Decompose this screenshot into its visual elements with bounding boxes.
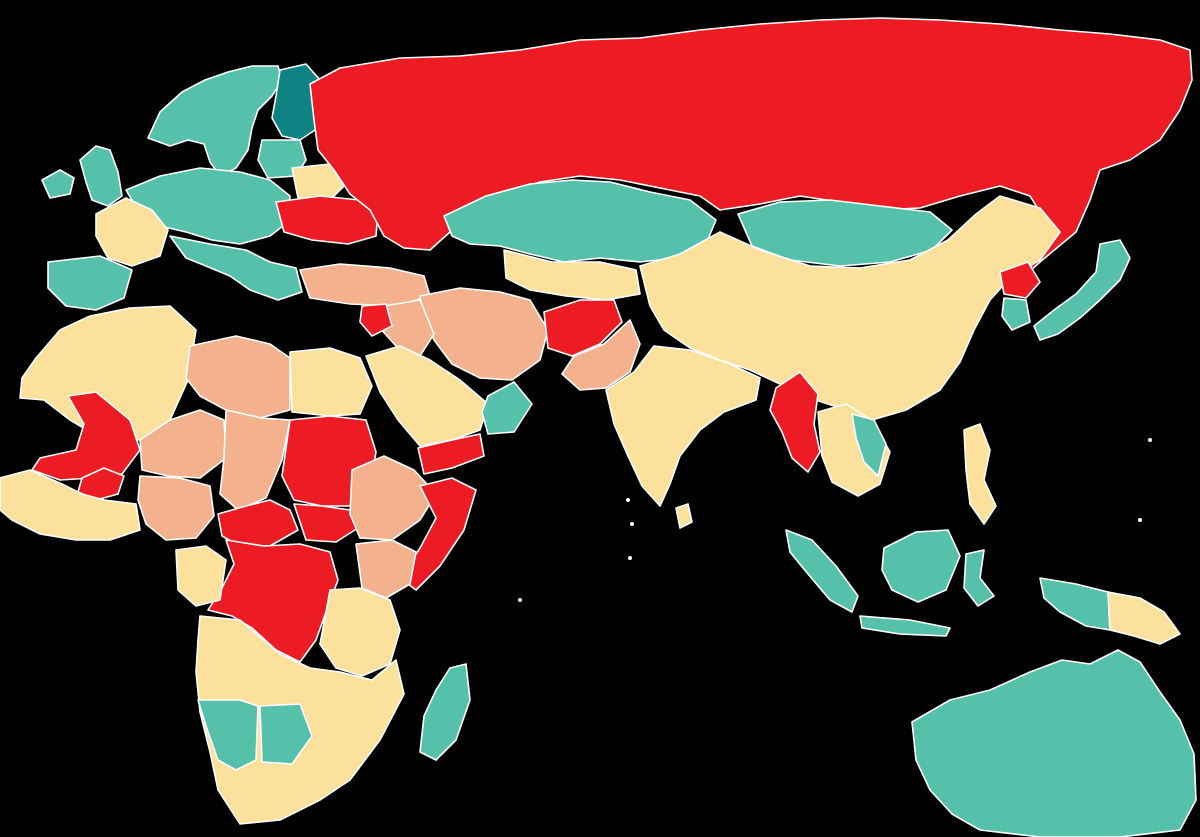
- region-scandinavia[interactable]: [147, 65, 283, 177]
- region-ireland[interactable]: [41, 169, 75, 199]
- region-nigeria[interactable]: [137, 475, 215, 541]
- region-sri-lanka[interactable]: [675, 503, 693, 529]
- region-gabon[interactable]: [175, 545, 227, 607]
- region-oman[interactable]: [481, 381, 533, 435]
- region-mali[interactable]: [31, 391, 141, 481]
- region-sulawesi[interactable]: [963, 549, 995, 607]
- region-somalia[interactable]: [399, 477, 477, 591]
- region-syria[interactable]: [359, 303, 393, 337]
- region-central-asia[interactable]: [503, 249, 641, 301]
- region-afghanistan[interactable]: [543, 299, 623, 357]
- region-north-korea[interactable]: [999, 261, 1041, 299]
- region-uk[interactable]: [79, 145, 123, 207]
- island-dot: [630, 522, 634, 526]
- region-balkans[interactable]: [169, 235, 303, 301]
- island-dot: [1138, 518, 1142, 522]
- region-india[interactable]: [605, 345, 761, 507]
- region-pakistan[interactable]: [561, 319, 641, 391]
- region-ethiopia[interactable]: [349, 455, 437, 541]
- region-japan[interactable]: [1033, 239, 1131, 341]
- region-iberia[interactable]: [47, 255, 133, 311]
- region-belarus[interactable]: [291, 163, 345, 201]
- island-dot: [1148, 438, 1152, 442]
- island-dot: [628, 556, 632, 560]
- island-dot: [626, 498, 630, 502]
- region-new-guinea-west[interactable]: [1039, 577, 1111, 631]
- region-libya[interactable]: [185, 335, 291, 419]
- region-papua-new-guinea[interactable]: [1107, 591, 1181, 645]
- region-south-korea[interactable]: [1001, 297, 1031, 331]
- region-australia[interactable]: [911, 649, 1197, 837]
- region-botswana[interactable]: [259, 703, 313, 765]
- region-west-africa[interactable]: [0, 469, 141, 541]
- island-dot: [518, 598, 522, 602]
- region-central-african-republic[interactable]: [217, 499, 299, 547]
- region-sumatra[interactable]: [785, 529, 859, 613]
- region-yemen[interactable]: [417, 433, 485, 475]
- region-egypt[interactable]: [289, 347, 373, 417]
- region-myanmar[interactable]: [769, 371, 821, 473]
- region-china[interactable]: [639, 195, 1061, 421]
- region-java[interactable]: [859, 615, 951, 637]
- region-madagascar[interactable]: [419, 663, 471, 761]
- region-philippines[interactable]: [963, 423, 997, 525]
- region-ukraine[interactable]: [275, 195, 379, 245]
- region-france[interactable]: [95, 197, 169, 267]
- region-saudi-arabia[interactable]: [365, 345, 489, 447]
- region-vietnam[interactable]: [851, 413, 887, 477]
- region-east-africa[interactable]: [319, 587, 401, 677]
- region-chad[interactable]: [219, 409, 291, 511]
- region-borneo[interactable]: [881, 529, 961, 603]
- region-namibia[interactable]: [197, 699, 259, 771]
